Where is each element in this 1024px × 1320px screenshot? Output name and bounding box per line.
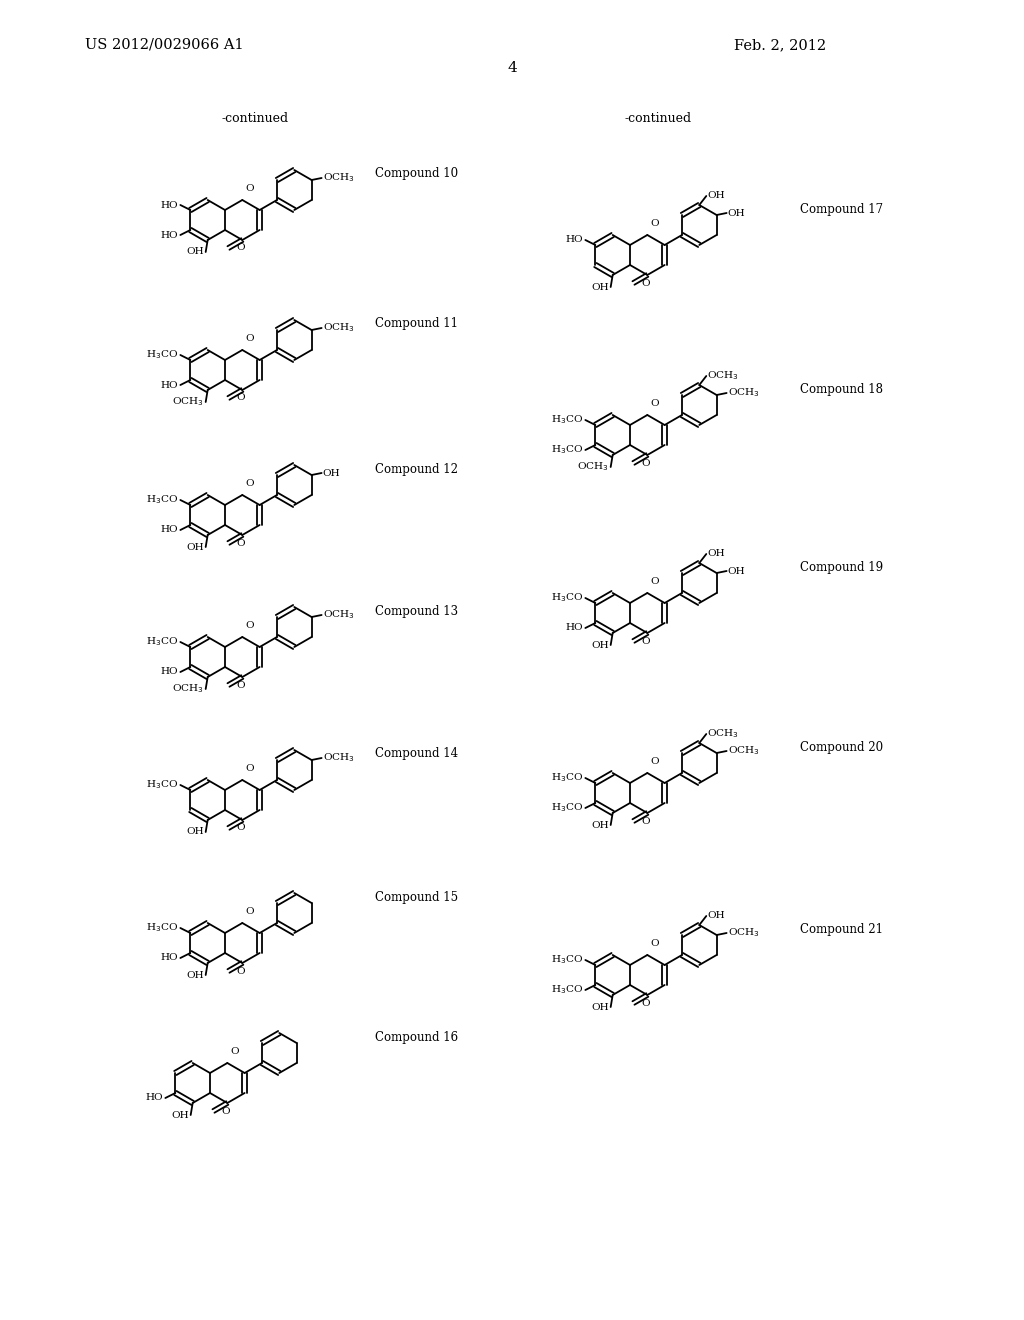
Text: Compound 19: Compound 19 <box>800 561 883 573</box>
Text: O: O <box>221 1106 230 1115</box>
Text: Compound 16: Compound 16 <box>375 1031 458 1044</box>
Text: H$_3$CO: H$_3$CO <box>551 772 584 784</box>
Text: H$_3$CO: H$_3$CO <box>551 413 584 426</box>
Text: O: O <box>246 907 254 916</box>
Text: OCH$_3$: OCH$_3$ <box>708 370 739 383</box>
Text: OH: OH <box>708 912 725 920</box>
Text: OH: OH <box>591 821 608 829</box>
Text: O: O <box>237 393 245 403</box>
Text: OH: OH <box>186 543 204 552</box>
Text: O: O <box>641 458 650 467</box>
Text: O: O <box>246 183 254 193</box>
Text: HO: HO <box>161 231 178 239</box>
Text: O: O <box>237 681 245 689</box>
Text: Compound 18: Compound 18 <box>800 383 883 396</box>
Text: H$_3$CO: H$_3$CO <box>146 779 178 792</box>
Text: Compound 13: Compound 13 <box>375 605 458 618</box>
Text: O: O <box>246 620 254 630</box>
Text: H$_3$CO: H$_3$CO <box>146 494 178 507</box>
Text: OCH$_3$: OCH$_3$ <box>577 461 608 474</box>
Text: Feb. 2, 2012: Feb. 2, 2012 <box>734 38 826 51</box>
Text: HO: HO <box>161 201 178 210</box>
Text: O: O <box>237 824 245 833</box>
Text: OCH$_3$: OCH$_3$ <box>728 744 759 758</box>
Text: -continued: -continued <box>625 111 691 124</box>
Text: OH: OH <box>591 282 608 292</box>
Text: O: O <box>650 577 659 586</box>
Text: O: O <box>650 219 659 228</box>
Text: HO: HO <box>161 525 178 535</box>
Text: OH: OH <box>708 549 725 558</box>
Text: OCH$_3$: OCH$_3$ <box>323 172 354 185</box>
Text: O: O <box>246 479 254 488</box>
Text: OH: OH <box>728 209 745 218</box>
Text: HO: HO <box>161 953 178 962</box>
Text: H$_3$CO: H$_3$CO <box>551 983 584 997</box>
Text: O: O <box>237 539 245 548</box>
Text: -continued: -continued <box>221 111 289 124</box>
Text: Compound 10: Compound 10 <box>375 168 458 181</box>
Text: OH: OH <box>591 640 608 649</box>
Text: O: O <box>641 636 650 645</box>
Text: H$_3$CO: H$_3$CO <box>146 636 178 648</box>
Text: OH: OH <box>591 1002 608 1011</box>
Text: HO: HO <box>145 1093 164 1102</box>
Text: Compound 12: Compound 12 <box>375 462 458 475</box>
Text: O: O <box>230 1047 239 1056</box>
Text: H$_3$CO: H$_3$CO <box>551 591 584 605</box>
Text: H$_3$CO: H$_3$CO <box>551 801 584 814</box>
Text: O: O <box>650 939 659 948</box>
Text: O: O <box>641 279 650 288</box>
Text: OH: OH <box>728 566 745 576</box>
Text: H$_3$CO: H$_3$CO <box>551 444 584 457</box>
Text: H$_3$CO: H$_3$CO <box>146 921 178 935</box>
Text: Compound 20: Compound 20 <box>800 741 883 754</box>
Text: Compound 21: Compound 21 <box>800 923 883 936</box>
Text: US 2012/0029066 A1: US 2012/0029066 A1 <box>85 38 244 51</box>
Text: OH: OH <box>186 248 204 256</box>
Text: OH: OH <box>171 1110 188 1119</box>
Text: O: O <box>641 998 650 1007</box>
Text: O: O <box>641 817 650 825</box>
Text: OH: OH <box>186 828 204 837</box>
Text: O: O <box>246 334 254 343</box>
Text: OCH$_3$: OCH$_3$ <box>708 727 739 741</box>
Text: O: O <box>237 243 245 252</box>
Text: OCH$_3$: OCH$_3$ <box>323 322 354 334</box>
Text: OH: OH <box>708 191 725 201</box>
Text: Compound 17: Compound 17 <box>800 202 883 215</box>
Text: OCH$_3$: OCH$_3$ <box>728 387 759 400</box>
Text: OCH$_3$: OCH$_3$ <box>728 927 759 940</box>
Text: H$_3$CO: H$_3$CO <box>146 348 178 362</box>
Text: HO: HO <box>161 668 178 676</box>
Text: Compound 14: Compound 14 <box>375 747 458 760</box>
Text: O: O <box>246 764 254 774</box>
Text: O: O <box>237 966 245 975</box>
Text: OH: OH <box>323 469 340 478</box>
Text: O: O <box>650 756 659 766</box>
Text: OCH$_3$: OCH$_3$ <box>323 609 354 622</box>
Text: HO: HO <box>565 235 584 244</box>
Text: OH: OH <box>186 970 204 979</box>
Text: Compound 15: Compound 15 <box>375 891 458 903</box>
Text: OCH$_3$: OCH$_3$ <box>172 682 204 696</box>
Text: OCH$_3$: OCH$_3$ <box>323 751 354 764</box>
Text: HO: HO <box>565 623 584 632</box>
Text: O: O <box>650 399 659 408</box>
Text: OCH$_3$: OCH$_3$ <box>172 396 204 408</box>
Text: H$_3$CO: H$_3$CO <box>551 953 584 966</box>
Text: 4: 4 <box>507 61 517 75</box>
Text: Compound 11: Compound 11 <box>375 318 458 330</box>
Text: HO: HO <box>161 380 178 389</box>
